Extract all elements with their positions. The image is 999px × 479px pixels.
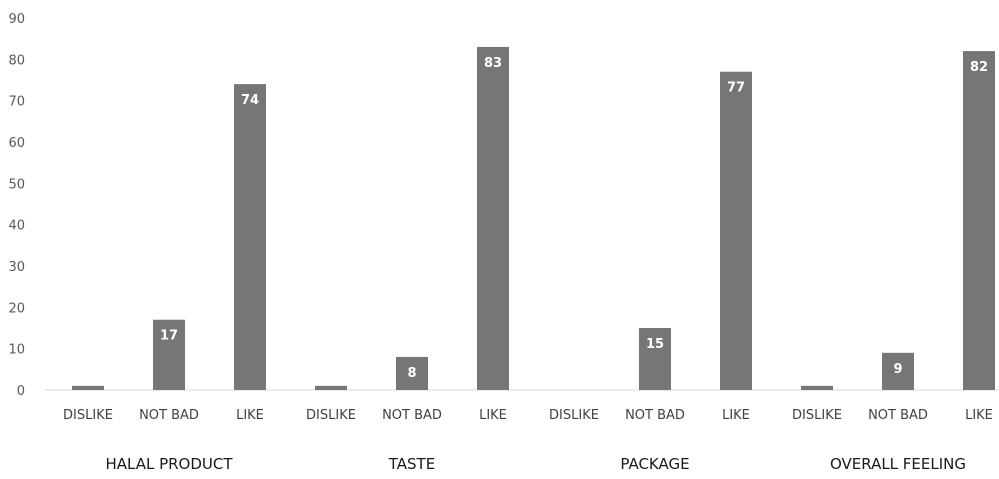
y-tick-label: 80 [8,53,25,68]
bar-dislike [72,385,104,390]
category-labels: DISLIKE NOT BAD LIKE DISLIKE NOT BAD LIKE DISL… [63,408,993,423]
y-tick-label: 20 [8,301,25,316]
group-label: HALAL PRODUCT [105,455,233,473]
bar-like [234,84,266,390]
y-tick-label: 50 [8,177,25,192]
data-label: 83 [484,56,502,71]
category-label: NOT BAD [868,408,928,423]
bar-like [720,71,752,390]
y-tick-label: 40 [8,219,25,234]
category-label: DISLIKE [549,408,599,423]
category-label: NOT BAD [382,408,442,423]
category-label: LIKE [722,408,750,423]
y-tick-label: 30 [8,260,25,275]
group-label: TASTE [388,455,435,473]
bar-like [477,46,509,390]
y-tick-label: 10 [8,343,25,358]
y-tick-label: 70 [8,95,25,110]
y-axis: 0 10 20 30 40 50 60 70 80 90 [8,12,25,399]
bar-not-bad [153,319,185,390]
data-label: 77 [727,81,745,96]
group-labels: HALAL PRODUCT TASTE PACKAGE OVERALL FEELING [105,455,966,473]
category-label: LIKE [236,408,264,423]
data-label: 9 [893,362,902,377]
y-tick-label: 60 [8,136,25,151]
data-label: 82 [970,60,988,75]
category-label: DISLIKE [306,408,356,423]
category-label: NOT BAD [625,408,685,423]
group-label: PACKAGE [620,455,689,473]
category-label: DISLIKE [63,408,113,423]
data-label: 8 [407,366,416,381]
bar-not-bad [639,328,671,390]
y-tick-label: 90 [8,12,25,27]
category-label: LIKE [479,408,507,423]
category-label: LIKE [965,408,993,423]
category-label: NOT BAD [139,408,199,423]
data-label: 17 [160,329,178,344]
bar-like [963,51,995,391]
category-label: DISLIKE [792,408,842,423]
bar-dislike [801,385,833,390]
bar-not-bad [396,356,428,390]
group-label: OVERALL FEELING [830,455,966,473]
bar-dislike [315,385,347,390]
bar-not-bad [882,352,914,390]
data-label: 15 [646,337,664,352]
data-label: 74 [241,93,259,108]
bars: 17 74 8 83 15 77 9 82 [72,46,995,391]
y-tick-label: 0 [17,384,25,399]
